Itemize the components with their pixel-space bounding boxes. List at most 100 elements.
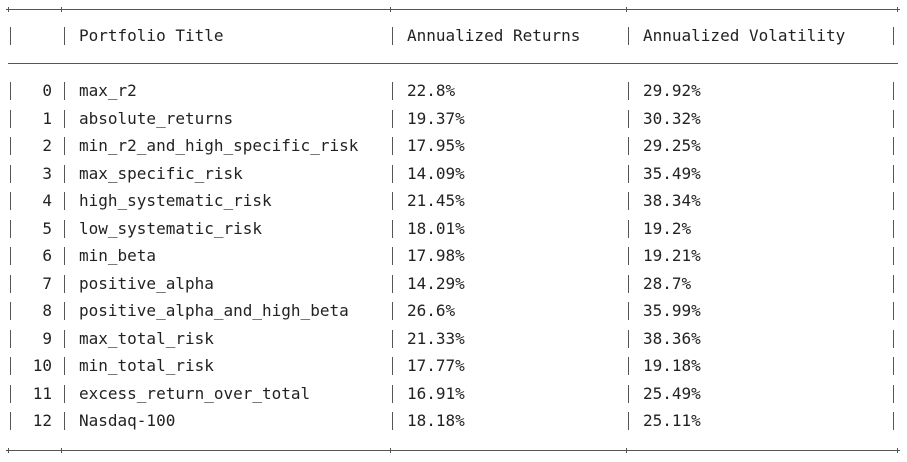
column-divider bbox=[893, 385, 894, 403]
column-divider bbox=[628, 27, 629, 45]
row-index: 9 bbox=[42, 329, 52, 348]
row-index: 7 bbox=[42, 274, 52, 293]
column-divider bbox=[392, 165, 393, 183]
column-divider bbox=[64, 82, 65, 100]
column-divider bbox=[392, 220, 393, 238]
column-divider bbox=[628, 247, 629, 265]
column-divider bbox=[628, 165, 629, 183]
portfolio-title: max_specific_risk bbox=[79, 164, 243, 183]
column-divider bbox=[64, 137, 65, 155]
column-divider bbox=[392, 275, 393, 293]
annualized-volatility: 35.99% bbox=[643, 301, 701, 320]
column-divider bbox=[392, 302, 393, 320]
border-junction bbox=[6, 448, 11, 453]
annualized-volatility: 29.92% bbox=[643, 81, 701, 100]
annualized-volatility: 38.36% bbox=[643, 329, 701, 348]
column-divider bbox=[10, 275, 11, 293]
column-divider bbox=[64, 192, 65, 210]
column-divider bbox=[893, 330, 894, 348]
portfolio-title: min_beta bbox=[79, 246, 157, 265]
column-divider bbox=[893, 27, 894, 45]
column-divider bbox=[10, 247, 11, 265]
annualized-returns: 21.33% bbox=[407, 329, 465, 348]
column-divider bbox=[10, 165, 11, 183]
row-index: 10 bbox=[32, 356, 52, 375]
row-index: 5 bbox=[42, 219, 52, 238]
column-divider bbox=[628, 302, 629, 320]
column-divider bbox=[64, 110, 65, 128]
annualized-volatility: 30.32% bbox=[643, 109, 701, 128]
table-top-border bbox=[8, 9, 898, 10]
column-header-title: Portfolio Title bbox=[79, 26, 224, 45]
annualized-returns: 17.98% bbox=[407, 246, 465, 265]
annualized-returns: 18.18% bbox=[407, 411, 465, 430]
column-divider bbox=[628, 330, 629, 348]
annualized-returns: 17.95% bbox=[407, 136, 465, 155]
portfolio-title: positive_alpha bbox=[79, 274, 214, 293]
annualized-volatility: 19.21% bbox=[643, 246, 701, 265]
row-index: 6 bbox=[42, 246, 52, 265]
portfolio-title: excess_return_over_total bbox=[79, 384, 311, 403]
annualized-volatility: 35.49% bbox=[643, 164, 701, 183]
column-divider bbox=[10, 330, 11, 348]
header-separator bbox=[8, 63, 898, 64]
column-divider bbox=[64, 330, 65, 348]
annualized-returns: 14.09% bbox=[407, 164, 465, 183]
row-index: 8 bbox=[42, 301, 52, 320]
portfolio-title: positive_alpha_and_high_beta bbox=[79, 301, 349, 320]
column-divider bbox=[392, 330, 393, 348]
column-divider bbox=[64, 412, 65, 430]
row-index: 11 bbox=[32, 384, 52, 403]
border-junction bbox=[59, 7, 64, 12]
column-divider bbox=[628, 357, 629, 375]
column-divider bbox=[628, 385, 629, 403]
column-divider bbox=[392, 385, 393, 403]
column-header-volatility: Annualized Volatility bbox=[643, 26, 846, 45]
annualized-volatility: 19.18% bbox=[643, 356, 701, 375]
portfolio-title: max_r2 bbox=[79, 81, 137, 100]
column-divider bbox=[628, 192, 629, 210]
column-divider bbox=[10, 137, 11, 155]
column-divider bbox=[893, 275, 894, 293]
annualized-volatility: 38.34% bbox=[643, 191, 701, 210]
column-divider bbox=[10, 385, 11, 403]
row-index: 3 bbox=[42, 164, 52, 183]
column-divider bbox=[64, 220, 65, 238]
row-index: 4 bbox=[42, 191, 52, 210]
border-junction bbox=[388, 448, 393, 453]
table-bottom-border bbox=[8, 450, 898, 451]
annualized-returns: 14.29% bbox=[407, 274, 465, 293]
border-junction bbox=[895, 448, 900, 453]
column-divider bbox=[628, 412, 629, 430]
column-divider bbox=[10, 82, 11, 100]
column-divider bbox=[893, 412, 894, 430]
column-divider bbox=[628, 110, 629, 128]
annualized-volatility: 25.49% bbox=[643, 384, 701, 403]
column-divider bbox=[392, 357, 393, 375]
column-divider bbox=[893, 220, 894, 238]
column-divider bbox=[893, 357, 894, 375]
column-divider bbox=[64, 385, 65, 403]
annualized-returns: 26.6% bbox=[407, 301, 456, 320]
column-divider bbox=[64, 247, 65, 265]
column-divider bbox=[64, 275, 65, 293]
column-divider bbox=[10, 302, 11, 320]
annualized-returns: 22.8% bbox=[407, 81, 456, 100]
border-junction bbox=[895, 7, 900, 12]
portfolio-title: high_systematic_risk bbox=[79, 191, 272, 210]
column-divider bbox=[628, 220, 629, 238]
column-divider bbox=[893, 110, 894, 128]
annualized-returns: 21.45% bbox=[407, 191, 465, 210]
column-divider bbox=[392, 82, 393, 100]
column-divider bbox=[64, 27, 65, 45]
annualized-returns: 17.77% bbox=[407, 356, 465, 375]
column-divider bbox=[893, 165, 894, 183]
annualized-volatility: 19.2% bbox=[643, 219, 692, 238]
column-divider bbox=[10, 357, 11, 375]
column-header-returns: Annualized Returns bbox=[407, 26, 581, 45]
column-divider bbox=[392, 27, 393, 45]
column-divider bbox=[392, 247, 393, 265]
annualized-volatility: 29.25% bbox=[643, 136, 701, 155]
column-divider bbox=[392, 137, 393, 155]
